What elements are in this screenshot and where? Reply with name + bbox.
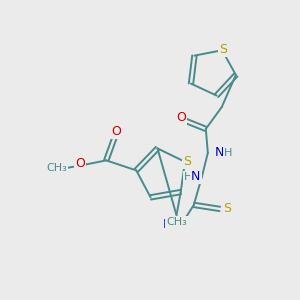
Text: CH₃: CH₃ [166,217,187,227]
Text: N: N [215,146,224,159]
Text: H: H [172,220,180,230]
Text: O: O [75,157,85,170]
Text: N: N [163,218,172,231]
Text: S: S [183,155,191,168]
Text: CH₃: CH₃ [46,164,67,173]
Text: H: H [184,172,192,182]
Text: O: O [176,111,186,124]
Text: O: O [111,125,121,138]
Text: S: S [223,202,231,215]
Text: H: H [224,148,232,158]
Text: N: N [191,170,200,183]
Text: S: S [219,43,227,56]
